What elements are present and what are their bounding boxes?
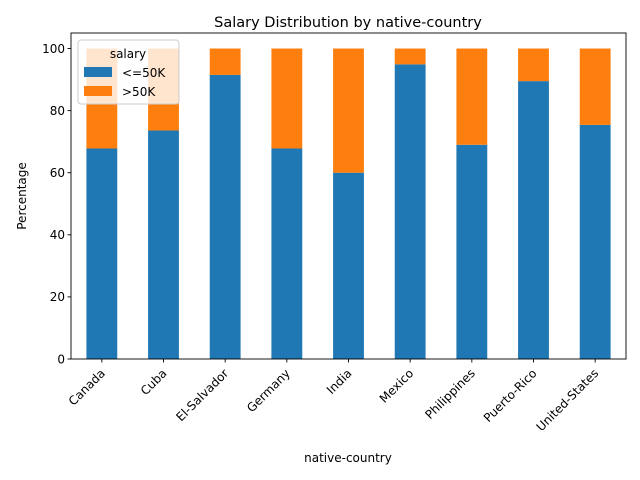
y-tick-label: 40 (50, 228, 65, 242)
bar-philippines-le50k (456, 144, 488, 359)
bar-philippines-gt50k (456, 48, 488, 145)
chart-title: Salary Distribution by native-country (214, 15, 482, 31)
bar-mexico-gt50k (394, 48, 426, 65)
y-tick-label: 80 (50, 104, 65, 118)
x-tick-label-canada: Canada (66, 366, 108, 408)
y-tick-label: 60 (50, 166, 65, 180)
bar-canada-le50k (86, 148, 118, 359)
y-tick-label: 0 (57, 352, 65, 366)
bar-el-salvador-le50k (209, 74, 241, 360)
x-tick-label-puerto-rico: Puerto-Rico (481, 366, 540, 425)
x-axis: Canada Cuba El-Salvador Germany India Mexico P… (66, 359, 602, 434)
legend-label-le50k: <=50K (122, 66, 166, 80)
bar-germany-le50k (271, 148, 303, 359)
bar-cuba-le50k (148, 130, 179, 359)
bar-mexico-le50k (394, 64, 426, 359)
bar-india-gt50k (333, 48, 364, 173)
bar-united-states-gt50k (579, 48, 611, 125)
x-tick-label-india: India (324, 366, 355, 397)
bar-germany-gt50k (271, 48, 303, 149)
legend-swatch-le50k (84, 67, 112, 77)
y-tick-label: 20 (50, 290, 65, 304)
bar-india-le50k (333, 172, 364, 359)
y-axis: 0 20 40 60 80 100 (42, 42, 71, 366)
x-tick-label-united-states: United-States (534, 366, 602, 434)
bar-puerto-rico-le50k (518, 81, 549, 359)
x-axis-label: native-country (304, 451, 392, 465)
bar-puerto-rico-gt50k (518, 48, 549, 82)
y-axis-label: Percentage (15, 162, 29, 230)
bar-united-states-le50k (579, 124, 611, 359)
x-tick-label-el-salvador: El-Salvador (173, 366, 231, 424)
legend-swatch-gt50k (84, 86, 112, 96)
x-tick-label-germany: Germany (244, 366, 293, 415)
legend-title: salary (110, 47, 146, 61)
legend-label-gt50k: >50K (122, 85, 156, 99)
x-tick-label-philippines: Philippines (422, 366, 478, 422)
legend: salary <=50K >50K (77, 39, 180, 105)
x-tick-label-cuba: Cuba (138, 366, 170, 398)
x-tick-label-mexico: Mexico (377, 366, 417, 406)
bar-el-salvador-gt50k (209, 48, 241, 75)
y-tick-label: 100 (42, 42, 65, 56)
